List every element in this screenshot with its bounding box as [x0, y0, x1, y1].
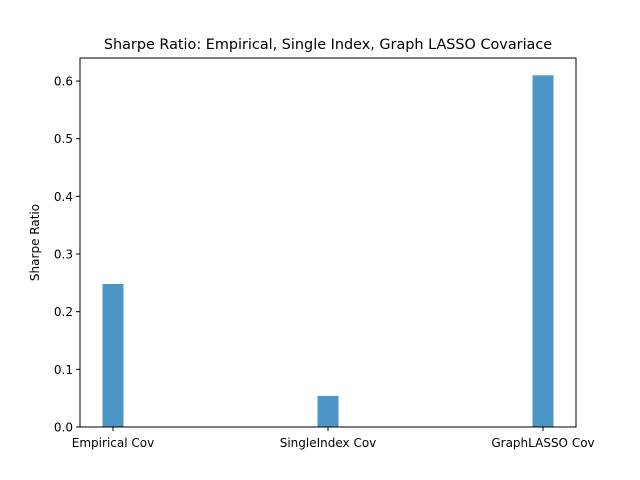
- bar-0: [102, 284, 124, 427]
- x-tick-label-0: Empirical Cov: [72, 436, 154, 450]
- y-tick-label-5: 0.5: [54, 132, 73, 146]
- bar-2: [532, 75, 554, 427]
- y-tick-label-6: 0.6: [54, 75, 73, 89]
- y-tick-label-3: 0.3: [54, 248, 73, 262]
- y-tick-label-1: 0.1: [54, 363, 73, 377]
- y-tick-label-2: 0.2: [54, 305, 73, 319]
- x-tick-label-2: GraphLASSO Cov: [491, 436, 594, 450]
- x-axis-ticks: Empirical Cov SingleIndex Cov GraphLASSO C…: [72, 427, 595, 450]
- chart-title: Sharpe Ratio: Empirical, Single Index, G…: [104, 37, 552, 53]
- bars-group: [102, 75, 554, 427]
- y-axis-ticks: 0.0 0.1 0.2 0.3 0.4 0.5 0.6: [54, 75, 80, 435]
- y-tick-label-4: 0.4: [54, 190, 73, 204]
- bar-1: [317, 395, 339, 427]
- y-tick-label-0: 0.0: [54, 421, 73, 435]
- plot-area-frame: [79, 57, 577, 428]
- x-tick-label-1: SingleIndex Cov: [280, 436, 377, 450]
- y-axis-label: Sharpe Ratio: [28, 204, 42, 281]
